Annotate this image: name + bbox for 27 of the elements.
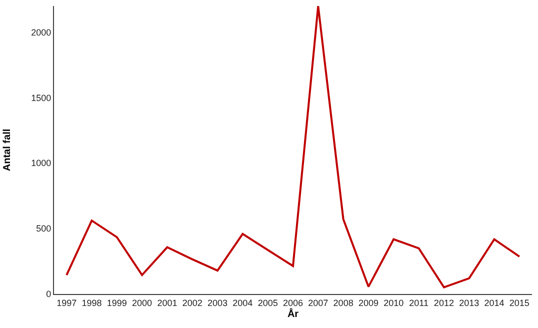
x-tick-label: 2002 [182,298,202,308]
x-tick-label: 2000 [132,298,152,308]
x-tick-label: 2004 [232,298,253,308]
x-tick-label: 2003 [208,298,228,308]
x-axis-title: År [287,308,299,320]
x-tick-label: 2014 [484,298,504,308]
x-tick-label: 1997 [56,298,77,308]
x-tick-label: 2006 [282,298,304,308]
x-tick-label: 2007 [308,298,328,308]
y-tick-label: 1000 [31,158,52,168]
x-tick-label: 2013 [459,298,480,308]
x-tick-label: 2008 [333,298,354,308]
x-tick-label: 2015 [509,298,530,308]
y-tick-label: 0 [46,289,52,300]
line-series [66,6,520,288]
x-tick-label: 1998 [82,298,102,308]
x-tick-label: 2009 [358,298,378,308]
x-tick-label: 2010 [384,298,404,308]
x-tick-label: 1999 [106,298,127,308]
x-tick-label: 2012 [434,298,454,308]
y-axis-title: Antal fall [2,128,14,172]
y-tick-label: 500 [36,224,52,234]
y-tick-label: 1500 [31,92,52,103]
x-tick-label: 2005 [258,298,278,308]
y-tick-label: 2000 [31,27,52,38]
x-tick-label: 2001 [157,298,178,308]
x-tick-label: 2011 [409,298,428,308]
